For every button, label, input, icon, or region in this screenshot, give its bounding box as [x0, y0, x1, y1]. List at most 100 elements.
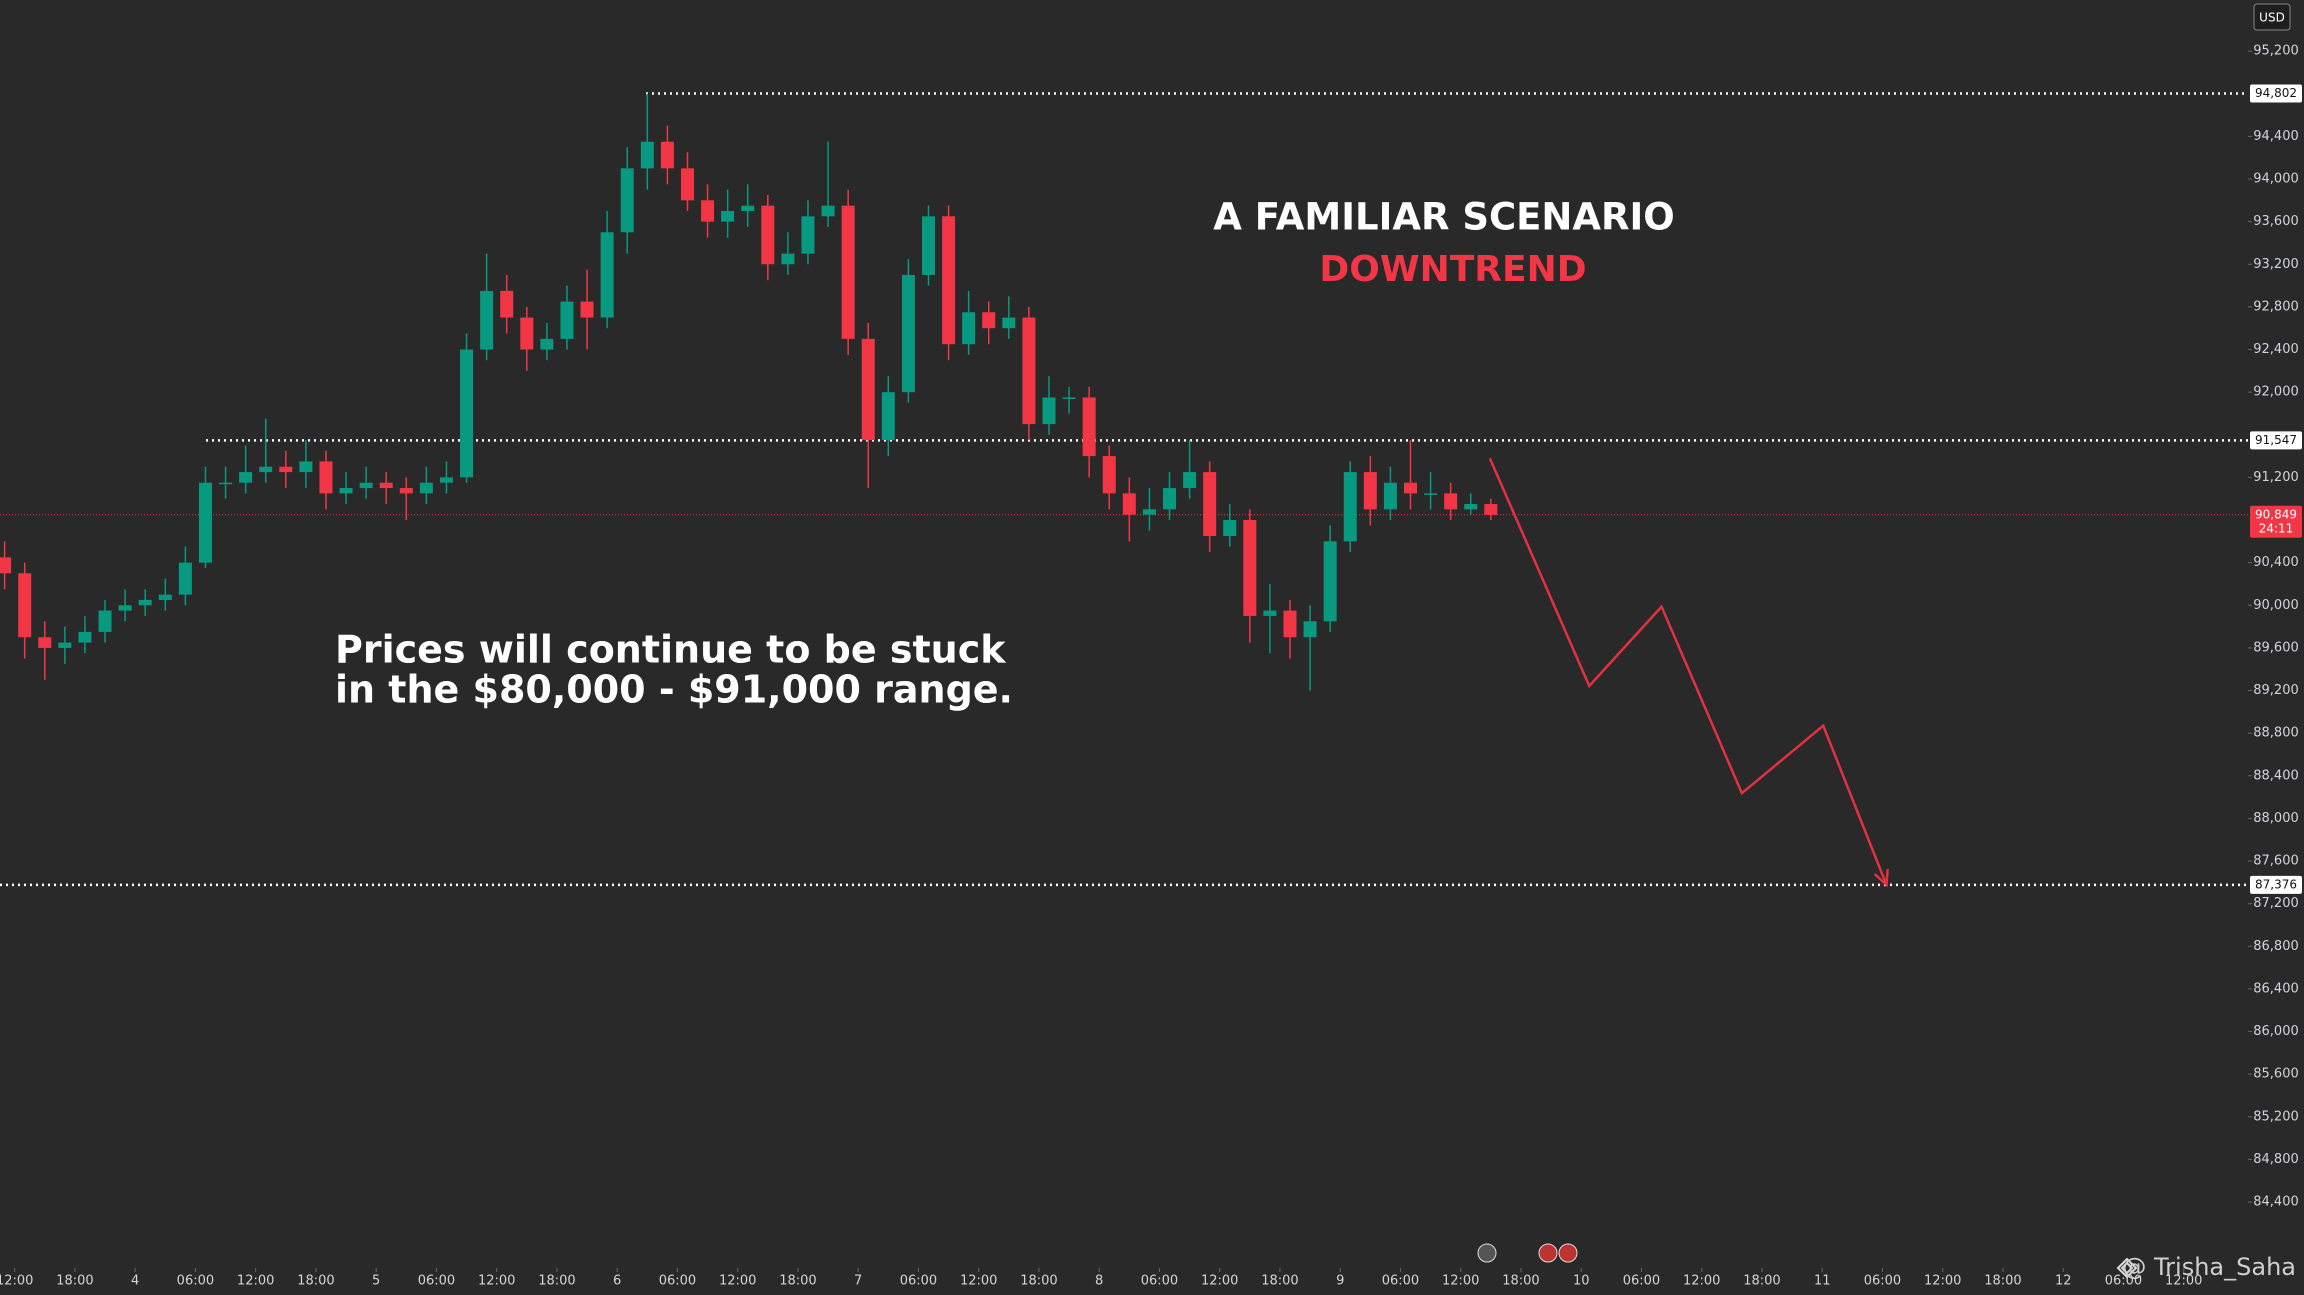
candle-body — [0, 557, 12, 574]
candle-body — [38, 637, 52, 648]
y-tick-label: 87,600 — [2253, 854, 2299, 869]
candle-body — [781, 253, 795, 265]
candle-body — [1022, 317, 1036, 425]
candle-body — [379, 482, 393, 489]
x-tick-label: 11 — [1814, 1274, 1831, 1289]
event-icon[interactable] — [1538, 1243, 1558, 1263]
candle-body — [58, 642, 72, 648]
x-tick-label: 10 — [1573, 1274, 1590, 1289]
x-tick-label: 06:00 — [1623, 1274, 1660, 1289]
candle-body — [259, 466, 273, 473]
candle-body — [299, 461, 313, 473]
candle-body — [921, 216, 935, 275]
annotation-note: in the $80,000 - $91,000 range. — [335, 668, 1013, 712]
x-tick-label: 4 — [131, 1274, 139, 1289]
candle-body — [319, 461, 333, 494]
level-label-box — [2250, 431, 2302, 450]
candle-body — [439, 477, 453, 483]
x-tick-label: 18:00 — [538, 1274, 575, 1289]
candle-body — [1484, 504, 1498, 515]
candle-body — [1162, 488, 1176, 510]
y-tick-label: 94,400 — [2253, 129, 2299, 144]
y-tick-label: 87,200 — [2253, 896, 2299, 911]
event-icon[interactable] — [1477, 1243, 1497, 1263]
y-tick-label: 89,200 — [2253, 683, 2299, 698]
x-tick-label: 18:00 — [297, 1274, 334, 1289]
x-tick-label: 18:00 — [1502, 1274, 1539, 1289]
candle-body — [701, 200, 715, 222]
candle-body — [118, 605, 132, 611]
current-price-box — [2250, 505, 2302, 538]
candle-body — [1243, 520, 1257, 616]
projection-arrowhead — [1873, 868, 1889, 888]
candle-body — [620, 168, 634, 233]
x-tick-label: 06:00 — [659, 1274, 696, 1289]
candle-body — [821, 205, 835, 217]
x-tick-label: 12 — [2055, 1274, 2072, 1289]
candle-body — [1464, 504, 1478, 510]
candle-body — [1343, 472, 1357, 542]
x-tick-label: 06:00 — [1382, 1274, 1419, 1289]
x-tick-label: 12:00 — [2165, 1274, 2202, 1289]
chart-layer: 95,200 94,400 94,000 93,600 93,200 92,800 92,4… — [0, 44, 2302, 1289]
x-tick-label: 18:00 — [779, 1274, 816, 1289]
y-tick-label: 93,600 — [2253, 214, 2299, 229]
y-tick-label: 91,200 — [2253, 470, 2299, 485]
candle-body — [1062, 397, 1076, 399]
candle-body — [1403, 482, 1417, 494]
candle-body — [1383, 482, 1397, 510]
x-tick-label: 9 — [1336, 1274, 1344, 1289]
x-tick-label: 18:00 — [56, 1274, 93, 1289]
candle-body — [600, 232, 614, 318]
y-tick-label: 84,400 — [2253, 1195, 2299, 1210]
x-tick-label: 6 — [613, 1274, 621, 1289]
event-icon[interactable] — [1558, 1243, 1578, 1263]
countdown-label: 24:11 — [2259, 521, 2294, 535]
y-tick-label: 90,000 — [2253, 598, 2299, 613]
candle-body — [1263, 610, 1277, 616]
candle-body — [239, 472, 253, 483]
event-icons[interactable] — [1477, 1243, 1578, 1263]
x-tick-label: 06:00 — [1141, 1274, 1178, 1289]
candle-body — [1082, 397, 1096, 457]
candle-body — [640, 141, 654, 169]
candle-body — [962, 312, 976, 345]
candle-body — [1142, 509, 1156, 515]
candle-body — [1283, 610, 1297, 638]
candle-body — [761, 205, 775, 265]
candle-body — [861, 338, 875, 441]
annotation-subtitle: DOWNTREND — [1319, 249, 1586, 290]
candle-body — [1363, 472, 1377, 510]
y-tick-label: 84,800 — [2253, 1152, 2299, 1167]
y-tick-label: 86,800 — [2253, 939, 2299, 954]
x-tick-label: 7 — [854, 1274, 862, 1289]
candle-body — [942, 216, 956, 345]
candle-body — [399, 488, 413, 494]
candle-body — [1042, 397, 1056, 425]
candle-body — [359, 482, 373, 489]
candle-body — [78, 631, 92, 643]
y-tick-label: 92,400 — [2253, 342, 2299, 357]
y-tick-label: 85,600 — [2253, 1067, 2299, 1082]
y-tick-label: 92,800 — [2253, 299, 2299, 314]
candle-body — [1102, 456, 1116, 494]
x-tick-label: 06:00 — [418, 1274, 455, 1289]
candle-body — [560, 301, 574, 339]
annotation-title: A FAMILIAR SCENARIO — [1213, 196, 1675, 239]
candle-body — [500, 290, 514, 318]
candle-body — [1122, 493, 1136, 515]
candle-body — [480, 290, 494, 350]
level-label: 94,802 — [2255, 86, 2297, 100]
candle-body — [540, 338, 554, 350]
currency-box[interactable] — [2253, 3, 2291, 31]
candle-body — [982, 312, 996, 329]
y-tick-label: 88,800 — [2253, 726, 2299, 741]
candle-body — [1303, 621, 1317, 638]
candle-body — [178, 562, 192, 595]
level-label: 87,376 — [2255, 877, 2297, 891]
watermark: @ Trisha_Saha — [2122, 1253, 2296, 1281]
candle-body — [881, 392, 895, 441]
watermark-icon — [2116, 1257, 2138, 1279]
